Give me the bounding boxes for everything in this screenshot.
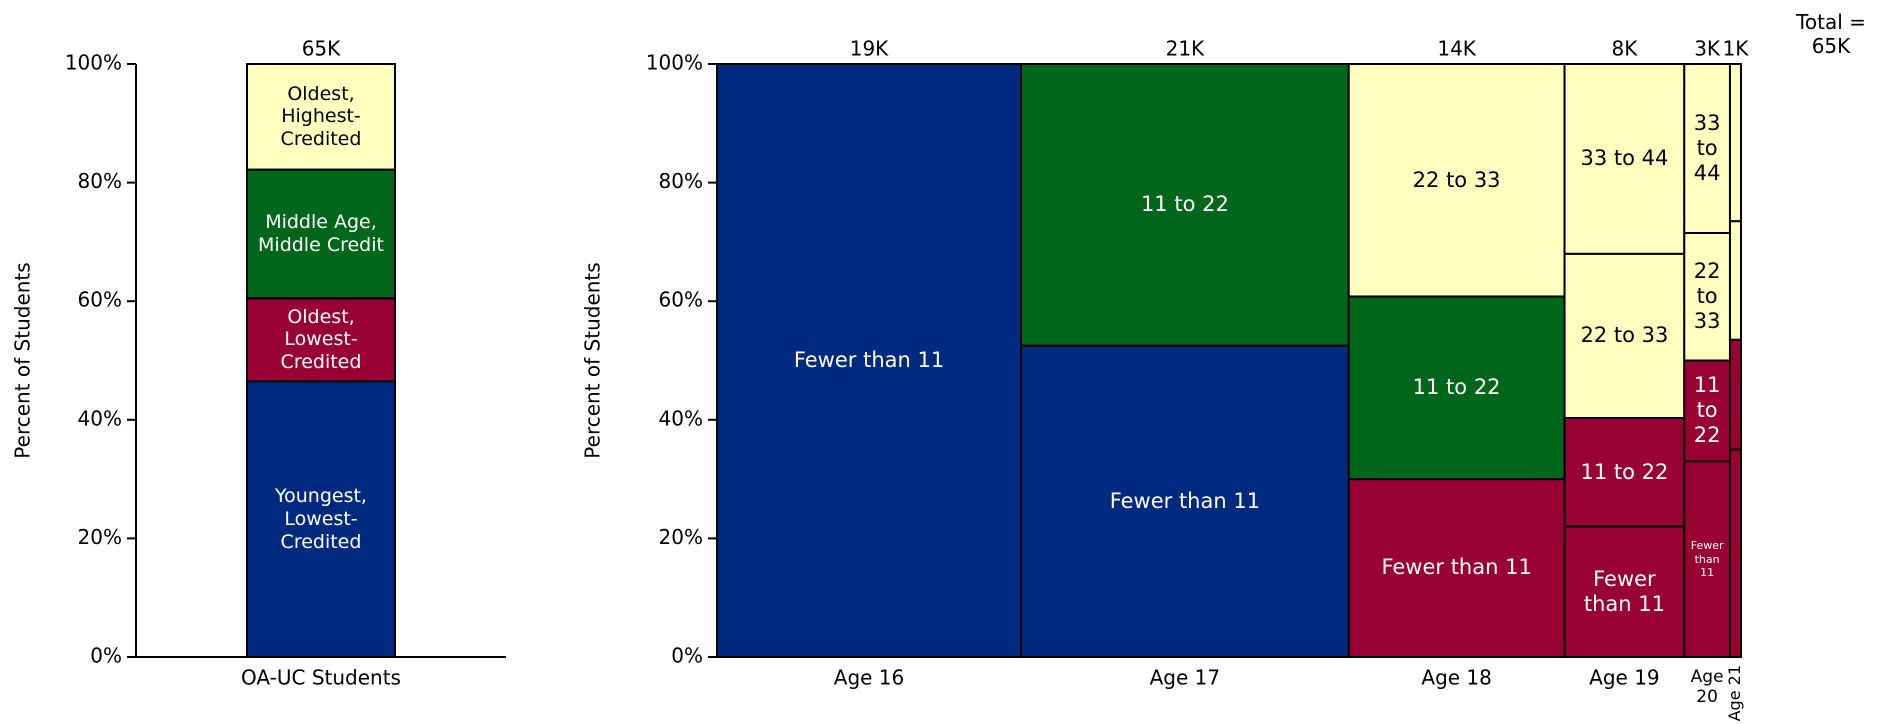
segment-label: Youngest, Lowest-Credited — [275, 484, 367, 553]
segment-label-box: Fewer than 11 — [793, 347, 945, 372]
segment-label: Oldest, Lowest-Credited — [280, 305, 362, 374]
x-tick-label: OA-UC Students — [241, 666, 401, 690]
segment-label: 11 to 22 — [1412, 375, 1501, 400]
segment-label-box: 22 to 33 — [1693, 258, 1721, 334]
segment-label: 33 to 44 — [1693, 110, 1721, 186]
y-tick-label: 80% — [659, 169, 703, 193]
segment-label-box: Fewer than 11 — [1583, 566, 1665, 616]
segment-label-box: 11 to 22 — [1140, 192, 1229, 217]
width-label: 19K — [850, 37, 889, 61]
segment — [1563, 417, 1686, 528]
segment — [1683, 63, 1731, 235]
segment-label: 11 to 22 — [1580, 459, 1669, 484]
segment-label: 33 to 44 — [1580, 146, 1669, 171]
x-tick-label: Age 19 — [1589, 666, 1660, 690]
width-label: 8K — [1611, 37, 1638, 61]
width-label: 14K — [1437, 37, 1476, 61]
segment — [246, 63, 396, 171]
segment-label: Fewer than 11 — [793, 347, 945, 372]
x-tick-label: Age 21 — [1725, 665, 1744, 721]
segment-label: Fewer than 11 — [1109, 488, 1261, 513]
y-tick-label: 20% — [659, 525, 703, 549]
segment-label-box: 11 to 22 — [1580, 459, 1669, 484]
segment — [1347, 63, 1566, 298]
y-tick-label: 40% — [78, 406, 122, 430]
segment-label: Oldest, Highest-Credited — [280, 82, 362, 151]
segment-label-box: 11 to 22 — [1693, 373, 1721, 448]
y-tick-label: 0% — [90, 644, 122, 668]
segment — [716, 63, 1023, 658]
segment-label: Fewer than 11 — [1690, 539, 1724, 579]
width-label: 21K — [1166, 37, 1205, 61]
segment — [1563, 525, 1686, 658]
x-tick-label: Age 17 — [1150, 666, 1221, 690]
segment-label-box: Oldest, Lowest-Credited — [280, 305, 362, 374]
segment-label-box: 22 to 33 — [1412, 167, 1501, 192]
segment-label-box: 11 to 22 — [1412, 375, 1501, 400]
bar-total-label: 65K — [302, 37, 341, 61]
y-axis-label: Percent of Students — [581, 262, 605, 458]
x-tick-label: Age 16 — [834, 666, 905, 690]
segment-label-box: Fewer than 11 — [1690, 539, 1724, 579]
total-label-box: Total = 65K — [1796, 10, 1866, 58]
y-tick-label: 40% — [659, 406, 703, 430]
segment — [246, 168, 396, 300]
segment-label: Fewer than 11 — [1381, 555, 1532, 580]
segment — [1728, 63, 1742, 223]
width-label: 1K — [1723, 37, 1750, 61]
x-tick-label-box: Age 20 — [1690, 666, 1724, 707]
segment-label: 22 to 33 — [1412, 167, 1501, 192]
segment-label-box: Youngest, Lowest-Credited — [275, 484, 367, 553]
segment — [1347, 295, 1566, 481]
segment-label-box: Oldest, Highest-Credited — [280, 82, 362, 151]
segment-label-box: Middle Age, Middle Credit — [258, 211, 384, 256]
segment — [1683, 359, 1731, 463]
y-tick-label: 0% — [671, 644, 703, 668]
x-tick-label: Age 18 — [1421, 666, 1492, 690]
segment — [1020, 63, 1350, 347]
segment-label-box: Fewer than 11 — [1381, 555, 1532, 580]
segment-label-box: 22 to 33 — [1580, 323, 1669, 348]
x-tick-label: Age 20 — [1690, 666, 1724, 707]
y-tick-label: 60% — [78, 288, 122, 312]
segment — [1683, 232, 1731, 362]
segment — [1347, 478, 1566, 658]
y-tick-label: 80% — [78, 169, 122, 193]
segment-label: 11 to 22 — [1140, 192, 1229, 217]
segment — [1563, 63, 1686, 255]
y-tick-label: 20% — [78, 525, 122, 549]
segment — [1563, 252, 1686, 420]
segment — [1683, 460, 1731, 658]
width-label: 3K — [1694, 37, 1721, 61]
y-tick-label: 100% — [646, 51, 703, 75]
segment-label-box: 33 to 44 — [1580, 146, 1669, 171]
segment-label-box: Fewer than 11 — [1109, 488, 1261, 513]
segment-label: 22 to 33 — [1693, 258, 1721, 334]
y-axis-label: Percent of Students — [11, 262, 35, 458]
segment-label: 22 to 33 — [1580, 323, 1669, 348]
segment — [1728, 448, 1742, 659]
segment — [1728, 338, 1742, 451]
segment — [1728, 220, 1742, 341]
total-label: Total = 65K — [1796, 10, 1866, 58]
segment — [1020, 344, 1350, 658]
y-tick-label: 100% — [65, 51, 122, 75]
segment-label: Middle Age, Middle Credit — [258, 211, 384, 256]
segment — [246, 297, 396, 383]
y-tick-label: 60% — [659, 288, 703, 312]
segment-label: Fewer than 11 — [1583, 566, 1665, 616]
segment-label: 11 to 22 — [1693, 373, 1721, 448]
segment-label-box: 33 to 44 — [1693, 110, 1721, 186]
